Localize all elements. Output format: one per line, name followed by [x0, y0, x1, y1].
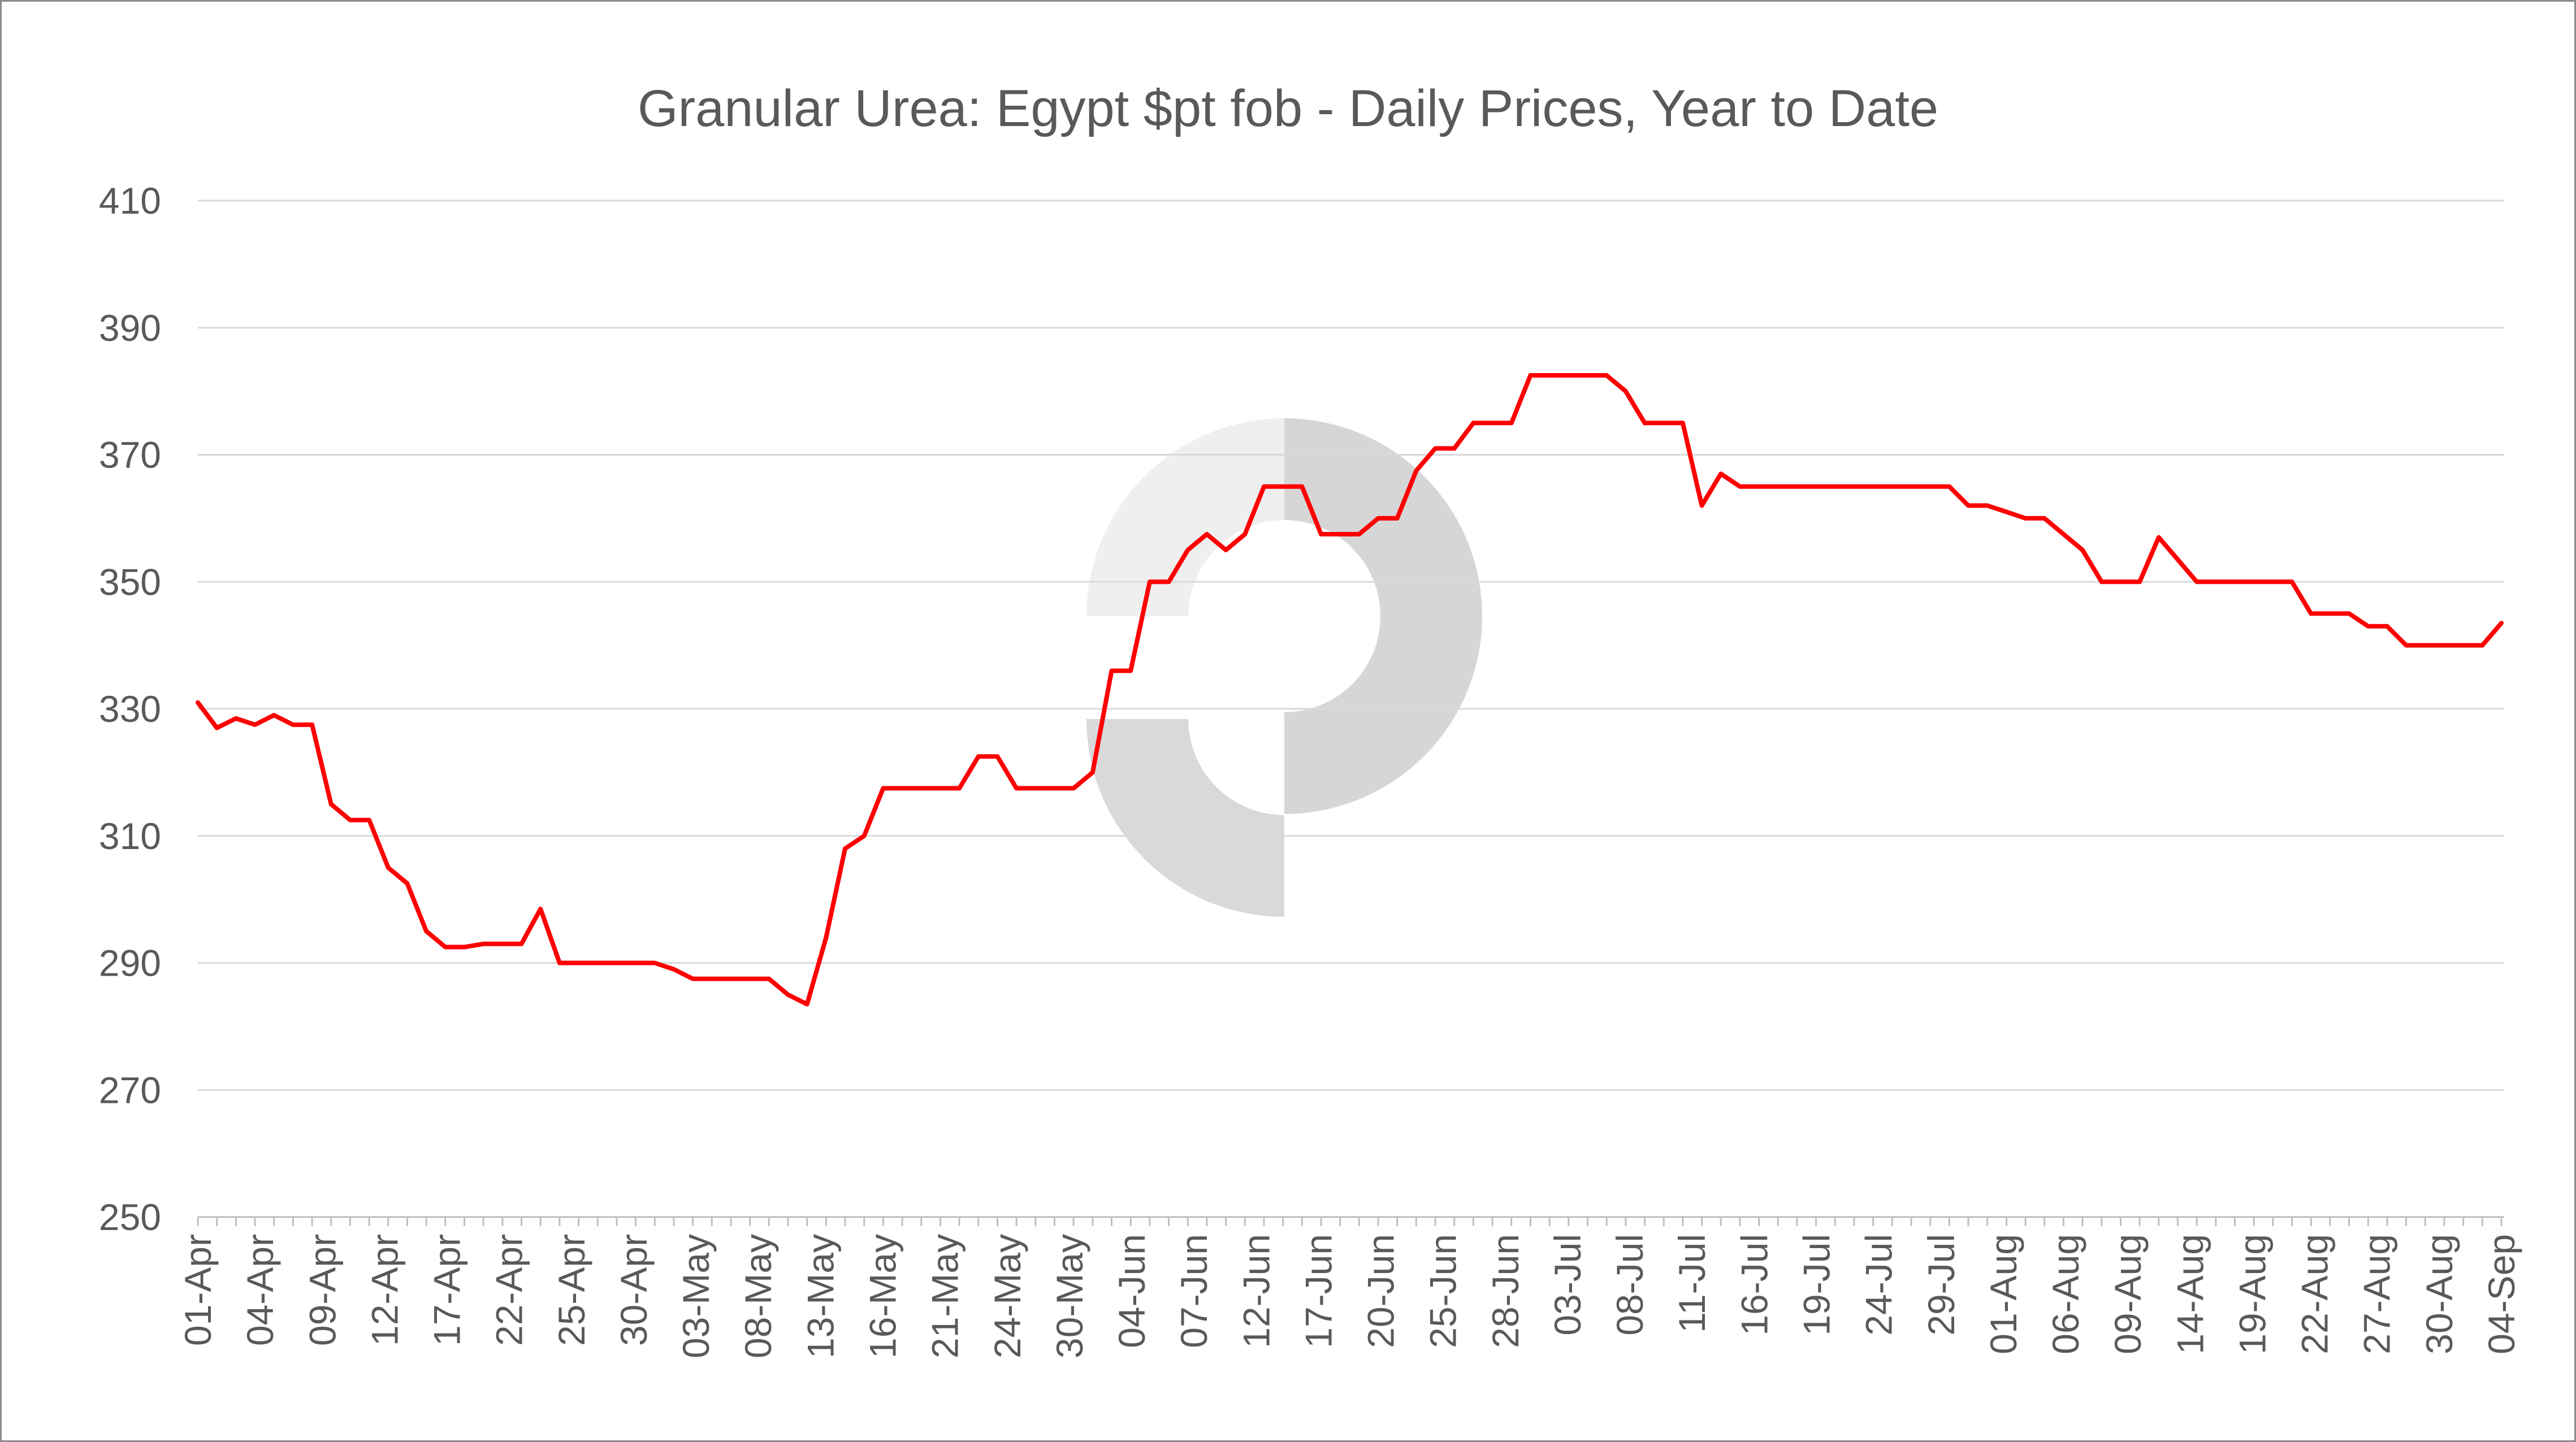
x-tick-label: 20-Jun — [1360, 1234, 1402, 1348]
x-tick-label: 04-Apr — [239, 1234, 281, 1346]
x-tick-label: 06-Aug — [2045, 1234, 2086, 1354]
x-tick-label: 03-May — [675, 1234, 717, 1358]
y-tick-label: 370 — [99, 434, 161, 476]
x-tick-label: 01-Aug — [1982, 1234, 2024, 1354]
x-tick-label: 16-Jul — [1733, 1234, 1775, 1336]
x-tick-label: 27-Aug — [2356, 1234, 2398, 1354]
gridlines — [198, 200, 2504, 1091]
x-tick-label: 08-Jul — [1609, 1234, 1651, 1336]
x-tick-label: 03-Jul — [1547, 1234, 1588, 1336]
y-tick-label: 250 — [99, 1196, 161, 1238]
y-axis: 250 270 290 310 330 350 370 390 410 — [99, 180, 161, 1238]
x-tick-label: 12-Apr — [363, 1234, 405, 1346]
x-tick-label: 08-May — [737, 1234, 779, 1358]
x-tick-label: 04-Sep — [2480, 1234, 2522, 1354]
x-tick-label: 29-Jul — [1920, 1234, 1962, 1336]
x-tick-label: 12-Jun — [1235, 1234, 1277, 1348]
x-tick-label: 30-May — [1049, 1234, 1090, 1358]
x-tick-label: 11-Jul — [1671, 1234, 1713, 1333]
x-tick-label: 19-Aug — [2231, 1234, 2273, 1354]
x-tick-label: 22-Apr — [488, 1234, 530, 1346]
x-tick-label: 25-Apr — [551, 1234, 592, 1346]
brand-logo-watermark — [1086, 418, 1482, 917]
y-tick-label: 270 — [99, 1069, 161, 1111]
series-layer — [196, 373, 2504, 1007]
x-tick-label: 13-May — [799, 1234, 841, 1358]
x-tick-label: 16-May — [861, 1234, 903, 1358]
x-axis: 01-Apr 04-Apr 09-Apr 12-Apr 17-Apr 22-Apr 25-A… — [177, 1216, 2522, 1358]
y-tick-label: 310 — [99, 815, 161, 857]
y-tick-label: 410 — [99, 180, 161, 222]
x-tick-label: 24-May — [986, 1234, 1028, 1358]
y-tick-label: 290 — [99, 942, 161, 984]
x-tick-label: 04-Jun — [1111, 1234, 1153, 1348]
x-tick-label: 17-Jun — [1297, 1234, 1339, 1348]
x-tick-label: 21-May — [924, 1234, 966, 1358]
y-tick-label: 330 — [99, 688, 161, 730]
x-tick-label: 07-Jun — [1173, 1234, 1215, 1348]
x-tick-label: 30-Apr — [613, 1234, 655, 1346]
x-tick-label: 17-Apr — [426, 1234, 468, 1346]
x-tick-label: 01-Apr — [177, 1234, 219, 1346]
series-line — [196, 373, 2504, 1007]
x-tick-label: 14-Aug — [2169, 1234, 2211, 1354]
x-tick-label: 22-Aug — [2294, 1234, 2336, 1354]
x-tick-label: 30-Aug — [2418, 1234, 2460, 1354]
y-tick-label: 390 — [99, 307, 161, 349]
y-tick-label: 350 — [99, 561, 161, 603]
x-tick-label: 09-Aug — [2107, 1234, 2149, 1354]
x-tick-label: 19-Jul — [1796, 1234, 1838, 1336]
x-tick-label: 24-Jul — [1858, 1234, 1900, 1336]
x-tick-label: 09-Apr — [301, 1234, 343, 1346]
chart-title: Granular Urea: Egypt $pt fob - Daily Pri… — [637, 80, 1939, 137]
x-tick-label: 28-Jun — [1484, 1234, 1526, 1348]
x-tick-label: 25-Jun — [1422, 1234, 1464, 1348]
